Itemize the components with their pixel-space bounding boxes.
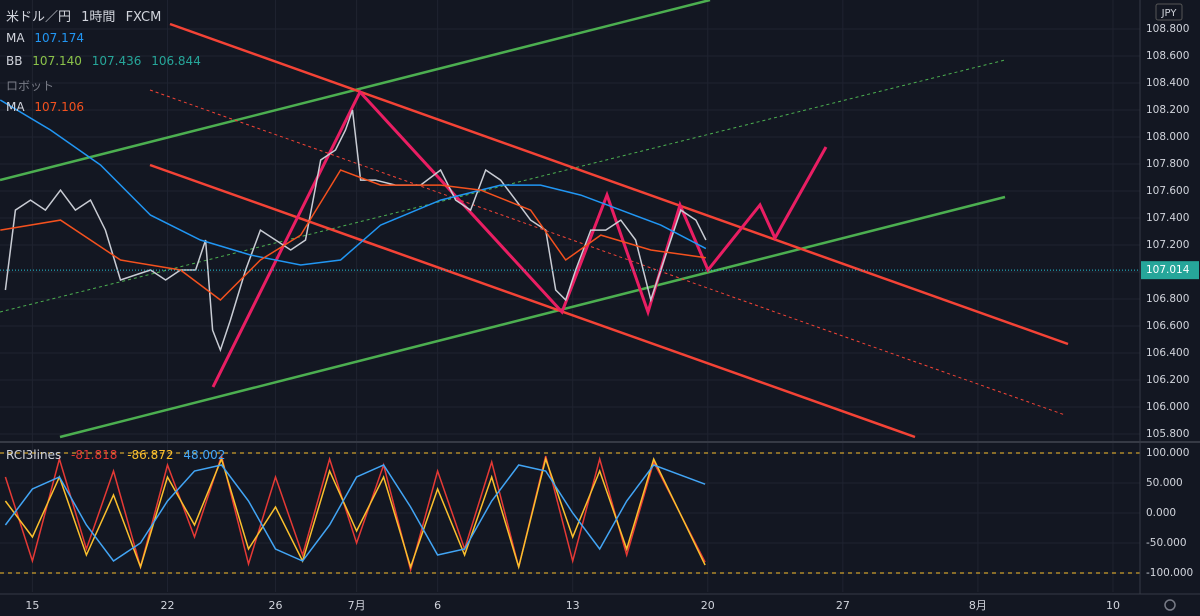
y-tick-label: 108.000 xyxy=(1146,131,1189,143)
interval: 1時間 xyxy=(81,10,116,25)
x-tick-label: 26 xyxy=(269,599,283,612)
series-line xyxy=(4,109,707,353)
legend-name: BB xyxy=(6,54,23,68)
ma2-legend: MA 107.106 xyxy=(6,100,90,114)
source: FXCM xyxy=(125,10,162,25)
y-tick-label: 108.600 xyxy=(1146,50,1189,62)
series-line xyxy=(4,464,706,563)
x-tick-label: 22 xyxy=(160,599,174,612)
y-tick-label: 107.800 xyxy=(1146,158,1189,170)
legend-value: 107.140 xyxy=(32,54,82,68)
grid-layer xyxy=(0,0,1140,592)
y-tick-label: 106.000 xyxy=(1146,401,1189,413)
x-tick-label: 7月 xyxy=(348,599,366,612)
y-tick-label: -50.000 xyxy=(1146,537,1187,549)
y-tick-label: 106.800 xyxy=(1146,293,1189,305)
symbol-header: 米ドル／円 1時間 FXCM xyxy=(6,6,167,25)
ma-legend: MA 107.174 xyxy=(6,31,90,45)
rci-legend: RCI3lines -81.818 -86.872 48.002 xyxy=(6,448,231,462)
price-axis-bg xyxy=(1140,0,1200,616)
y-tick-label: 50.000 xyxy=(1146,477,1183,489)
series-line xyxy=(0,169,707,301)
x-tick-label: 13 xyxy=(566,599,580,612)
y-tick-label: 107.600 xyxy=(1146,185,1189,197)
legend-value: 107.106 xyxy=(34,100,85,114)
trend-line xyxy=(149,89,1066,416)
legend-name: MA xyxy=(6,100,25,114)
trend-line xyxy=(149,163,916,439)
currency-box xyxy=(1155,3,1183,21)
axis-layer: 105.800 106.000 106.200 106.400 106.600 106.8… xyxy=(25,23,1199,612)
y-tick-label: 0.000 xyxy=(1146,507,1176,519)
legend-name: MA xyxy=(6,31,25,45)
y-tick-label: 106.200 xyxy=(1146,374,1189,386)
x-tick-label: 10 xyxy=(1106,599,1120,612)
legend-value: -81.818 xyxy=(71,448,118,462)
y-tick-label: 107.400 xyxy=(1146,212,1189,224)
robot-legend: ロボット xyxy=(6,77,60,94)
y-tick-label: -100.000 xyxy=(1146,567,1193,579)
legend-value: 107.174 xyxy=(34,31,85,45)
y-tick-label: 108.800 xyxy=(1146,23,1189,35)
y-tick-label: 107.200 xyxy=(1146,239,1189,251)
symbol: 米ドル／円 xyxy=(6,10,72,25)
x-tick-label: 20 xyxy=(701,599,715,612)
y-tick-label: 100.000 xyxy=(1146,447,1189,459)
x-tick-label: 8月 xyxy=(969,599,987,612)
legend-value: -86.872 xyxy=(127,448,174,462)
x-tick-label: 27 xyxy=(836,599,850,612)
trend-line xyxy=(59,195,1006,439)
last-price-box xyxy=(1141,261,1199,280)
trend-line xyxy=(169,22,1069,346)
x-tick-label: 15 xyxy=(25,599,39,612)
indicator-title: RCI3lines xyxy=(6,448,62,462)
legend-name: ロボット xyxy=(6,79,55,93)
bb-legend: BB 107.140 107.436 106.844 xyxy=(6,54,207,68)
y-tick-label: 105.800 xyxy=(1146,428,1189,440)
legend-value: 106.844 xyxy=(151,54,201,68)
last-price-label: 107.014 xyxy=(1146,264,1190,276)
settings-icon[interactable] xyxy=(1164,599,1176,611)
plot-layer xyxy=(0,99,1140,573)
y-tick-label: 108.200 xyxy=(1146,104,1189,116)
y-tick-label: 108.400 xyxy=(1146,77,1189,89)
legend-value: 107.436 xyxy=(91,54,142,68)
legend-value: 48.002 xyxy=(183,448,226,462)
x-tick-label: 6 xyxy=(434,599,441,612)
trend-line xyxy=(0,59,1006,313)
currency: JPY xyxy=(1161,8,1178,19)
y-tick-label: 106.600 xyxy=(1146,320,1189,332)
series-line xyxy=(0,99,707,266)
y-tick-label: 106.400 xyxy=(1146,347,1189,359)
